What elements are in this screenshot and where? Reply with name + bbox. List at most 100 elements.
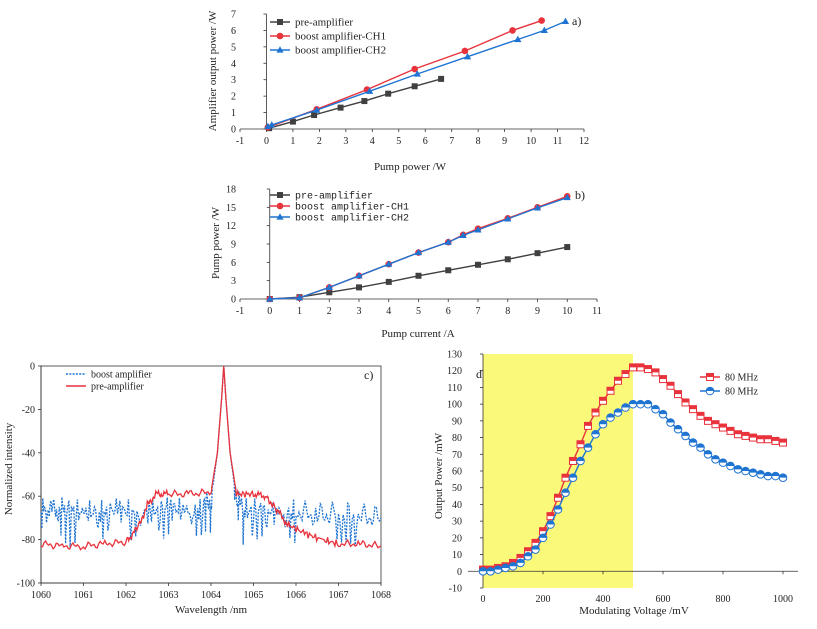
data-point — [591, 429, 600, 439]
data-point — [561, 473, 570, 482]
data-point — [385, 260, 393, 267]
data-point — [504, 215, 512, 222]
x-tick-label: 8 — [476, 136, 481, 147]
y-tick-label: 70 — [452, 450, 462, 461]
x-tick-label: 11 — [592, 306, 602, 317]
data-point — [459, 231, 467, 239]
panel-b-ylabel: Pump power /W — [210, 206, 222, 279]
data-point — [478, 566, 488, 576]
y-tick-label: 60 — [452, 467, 462, 478]
data-point — [564, 244, 571, 251]
x-tick-label: 4 — [370, 136, 375, 147]
data-point — [696, 443, 705, 452]
data-point — [718, 458, 728, 467]
data-point — [644, 365, 652, 374]
x-tick-label: 2 — [317, 136, 322, 147]
x-tick-label: 1 — [297, 306, 302, 317]
legend-label: 80 MHz — [725, 387, 759, 398]
x-tick-label: 10 — [526, 136, 536, 147]
panel-a-xlabel: Pump power /W — [374, 161, 447, 173]
data-point — [741, 466, 750, 476]
data-point — [533, 204, 542, 211]
data-point — [606, 386, 615, 395]
data-point — [583, 443, 593, 452]
data-point — [651, 404, 660, 414]
data-point — [523, 551, 533, 561]
panel-a-ylabel: Amplifier output power /W — [207, 10, 219, 131]
x-tick-label: 9 — [535, 306, 540, 317]
data-point — [674, 390, 682, 399]
data-point — [666, 418, 675, 427]
x-tick-label: 3 — [357, 306, 362, 317]
y-tick-label: -40 — [22, 448, 35, 459]
panel-d-xlabel: Modulating Voltage /mV — [579, 605, 689, 617]
legend-label: boost amplifier-CH1 — [295, 202, 409, 214]
x-tick-label: 1060 — [31, 590, 51, 601]
x-tick-label: 0 — [267, 306, 272, 317]
legend-label: 80 MHz — [725, 373, 759, 384]
data-point — [474, 226, 482, 233]
data-point — [553, 505, 563, 514]
x-tick-label: 200 — [536, 594, 551, 605]
y-tick-label: -100 — [17, 579, 35, 590]
data-point — [779, 438, 787, 447]
legend-marker — [276, 202, 284, 210]
y-tick-label: -60 — [22, 492, 35, 503]
data-point — [561, 488, 570, 498]
panel-c: c) Wavelength /nm Normalized intensity 1… — [3, 362, 391, 617]
legend-label: boost amplifier — [91, 370, 152, 381]
series-1 — [40, 365, 382, 548]
x-tick-label: 3 — [343, 136, 348, 147]
legend-label: pre-amplifier — [91, 382, 144, 393]
data-point — [704, 416, 712, 425]
y-tick-label: -20 — [22, 405, 35, 416]
data-point — [733, 465, 743, 474]
data-point — [508, 561, 518, 571]
data-point — [756, 435, 765, 444]
panel-d: d) Modulating Voltage /mV Output Power /… — [433, 350, 798, 617]
data-point — [266, 295, 274, 302]
series-1 — [266, 244, 571, 302]
data-point — [411, 83, 418, 90]
x-tick-label: 6 — [446, 306, 451, 317]
data-point — [546, 520, 555, 529]
data-point — [734, 430, 742, 439]
data-point — [621, 403, 630, 412]
data-point — [461, 47, 469, 55]
y-tick-label: 0 — [30, 362, 35, 373]
data-point — [356, 284, 362, 291]
data-point — [576, 456, 585, 466]
y-tick-label: 3 — [231, 276, 236, 287]
data-point — [584, 421, 592, 430]
data-point — [629, 363, 637, 372]
legend-marker — [276, 32, 284, 40]
x-tick-label: 5 — [396, 136, 401, 147]
y-tick-label: 90 — [452, 416, 462, 427]
data-point — [696, 411, 705, 420]
y-tick-label: 10 — [452, 550, 462, 561]
data-point — [561, 17, 570, 24]
x-tick-label: 7 — [476, 306, 481, 317]
data-point — [688, 438, 698, 447]
panel-b-xlabel: Pump current /A — [381, 328, 454, 340]
series-3 — [264, 17, 570, 130]
data-point — [504, 256, 511, 263]
data-point — [385, 90, 392, 97]
data-point — [613, 408, 623, 417]
legend-label: pre-amplifier — [295, 191, 373, 203]
panel-c-ylabel: Normalized intensity — [3, 422, 15, 515]
x-tick-label: -1 — [236, 136, 244, 147]
x-tick-label: 1065 — [244, 590, 264, 601]
data-point — [444, 238, 452, 245]
data-point — [438, 75, 445, 82]
data-point — [361, 98, 368, 105]
plot-frame — [40, 365, 382, 584]
y-tick-label: 0 — [231, 295, 236, 306]
legend-marker — [277, 19, 283, 25]
data-point — [628, 399, 638, 409]
panel-c-label: c) — [364, 368, 373, 382]
data-point — [703, 449, 713, 459]
